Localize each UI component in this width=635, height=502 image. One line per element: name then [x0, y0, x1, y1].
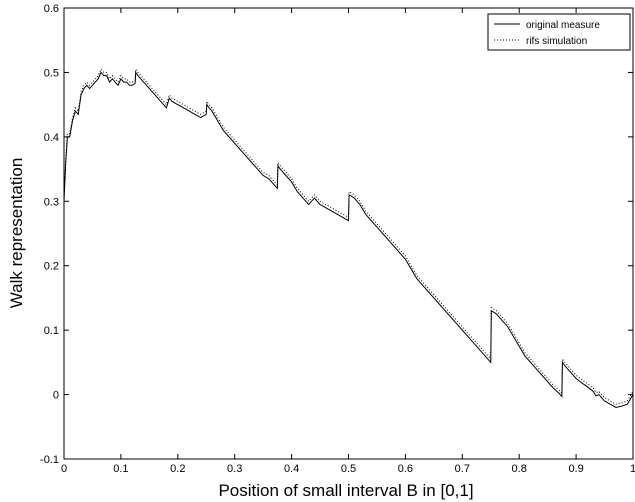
y-tick-label: 0.2 [44, 261, 59, 273]
x-tick-label: 0 [61, 463, 67, 475]
x-tick-label: 0.8 [512, 463, 527, 475]
y-tick-label: 0.1 [44, 325, 59, 337]
y-tick-label: 0.6 [44, 3, 59, 15]
x-tick-label: 0.1 [113, 463, 128, 475]
x-tick-label: 1 [630, 463, 635, 475]
series-line-rifs-simulation [63, 67, 634, 405]
y-tick-label: 0 [53, 390, 59, 402]
x-tick-label: 0.6 [398, 463, 413, 475]
y-tick-label: 0.3 [44, 196, 59, 208]
x-axis-title: Position of small interval B in [0,1] [218, 481, 473, 500]
x-tick-label: 0.5 [341, 463, 356, 475]
x-tick-label: 0.4 [284, 463, 299, 475]
series-layer [63, 67, 634, 408]
x-tick-label: 0.9 [568, 463, 583, 475]
y-tick-label: 0.5 [44, 67, 59, 79]
legend-label-rifs-simulation: rifs simulation [526, 36, 587, 47]
y-tick-label: -0.1 [40, 454, 59, 466]
ticks-layer: 0 0.1 0.2 0.3 0.4 0.5 0.6 0.7 0.8 0.9 1-0.100.10.2… [40, 3, 635, 475]
legend-box [487, 13, 631, 51]
legend: original measure rifs simulation [487, 13, 631, 51]
x-tick-label: 0.7 [455, 463, 470, 475]
legend-label-original-measure: original measure [526, 20, 600, 31]
x-tick-label: 0.3 [227, 463, 242, 475]
series-line-original-measure [63, 70, 634, 408]
y-axis-title: Walk representation [7, 158, 26, 309]
x-tick-label: 0.2 [170, 463, 185, 475]
y-tick-label: 0.4 [44, 132, 59, 144]
